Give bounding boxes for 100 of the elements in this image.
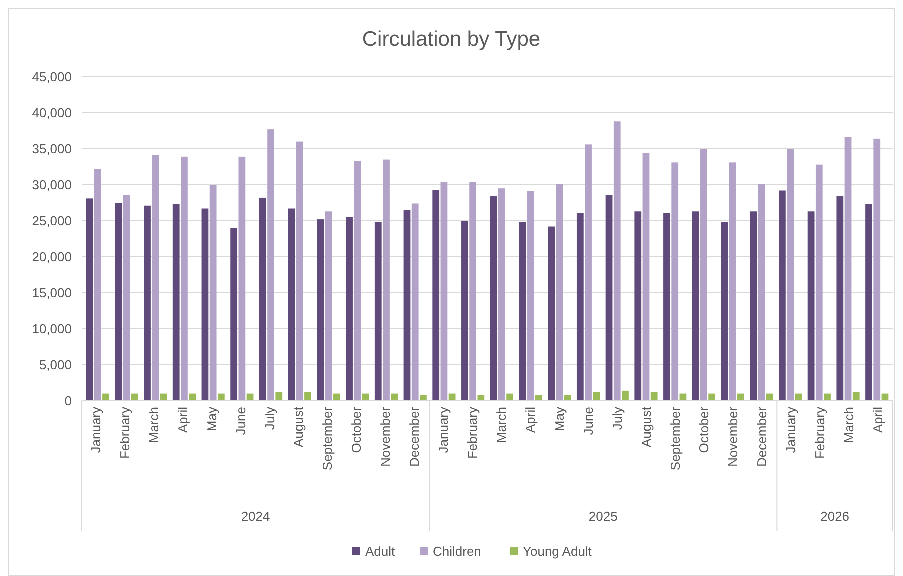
- y-tick-label: 40,000: [32, 106, 72, 121]
- bar: [259, 198, 266, 401]
- x-tick-label: September: [668, 406, 683, 471]
- bar: [874, 138, 881, 401]
- x-tick-label: May: [204, 406, 220, 432]
- x-tick-label: December: [754, 406, 770, 467]
- bar: [729, 162, 736, 401]
- bar: [808, 212, 815, 401]
- bar: [131, 394, 138, 401]
- bar: [189, 394, 196, 401]
- bar: [564, 395, 572, 401]
- bar: [354, 161, 362, 401]
- bar: [172, 204, 180, 401]
- bar: [440, 182, 448, 401]
- bar: [708, 394, 716, 401]
- x-tick-label: January: [436, 406, 452, 454]
- x-tick-label: February: [812, 406, 828, 460]
- bar: [642, 153, 650, 401]
- x-tick-label: April: [870, 406, 886, 434]
- bar: [420, 395, 427, 401]
- x-tick-label: June: [233, 407, 248, 436]
- bar: [614, 122, 621, 401]
- bar: [383, 160, 390, 401]
- bar: [606, 195, 613, 401]
- x-tick-label: January: [88, 406, 104, 454]
- text: 2024: [241, 509, 270, 524]
- y-tick-label: 35,000: [32, 142, 72, 157]
- bar: [737, 394, 744, 401]
- legend-label: Adult: [366, 544, 396, 559]
- bar: [346, 217, 353, 401]
- legend-label: Young Adult: [523, 544, 592, 559]
- bar: [490, 196, 498, 401]
- bar: [152, 155, 160, 401]
- y-tick-label: 30,000: [32, 178, 72, 193]
- x-tick-label: March: [494, 407, 509, 444]
- bar: [202, 208, 209, 401]
- bar: [238, 156, 246, 401]
- bar: [102, 394, 110, 401]
- x-tick-label: January: [784, 406, 799, 454]
- bar: [478, 395, 485, 401]
- bar: [304, 392, 312, 401]
- chart-title: Circulation by Type: [362, 28, 541, 51]
- x-tick-label: February: [117, 406, 132, 460]
- y-tick-label: 10,000: [32, 322, 72, 337]
- bar: [824, 394, 831, 401]
- x-tick-label: February: [465, 406, 480, 460]
- bar: [498, 188, 506, 401]
- bar: [527, 191, 534, 401]
- bar: [288, 208, 296, 401]
- bar: [866, 204, 872, 401]
- bar: [844, 137, 852, 401]
- bar: [816, 164, 823, 401]
- bar: [852, 392, 860, 401]
- bar: [622, 390, 629, 401]
- x-tick-label: October: [696, 406, 712, 454]
- x-tick-label: April: [175, 406, 190, 434]
- bar: [721, 222, 728, 401]
- bar: [94, 169, 102, 401]
- bar: [664, 213, 670, 401]
- y-tick-label: 5,000: [39, 358, 72, 373]
- x-tick-label: June: [580, 407, 596, 436]
- y-tick-label: 20,000: [32, 250, 72, 265]
- bar: [576, 213, 584, 401]
- bar: [548, 226, 555, 401]
- x-tick-label: November: [726, 406, 741, 467]
- bar: [432, 190, 440, 401]
- bar: [268, 130, 274, 401]
- bar: [115, 203, 122, 401]
- bar: [593, 392, 600, 401]
- y-tick-label: 0: [64, 394, 72, 409]
- y-tick-label: 15,000: [32, 286, 72, 301]
- bar: [758, 184, 766, 401]
- bar: [750, 212, 758, 401]
- bar: [144, 206, 151, 401]
- bar: [795, 394, 802, 401]
- x-tick-label: March: [146, 407, 162, 444]
- bar: [836, 196, 844, 401]
- bar: [634, 212, 642, 401]
- x-tick-label: April: [522, 406, 538, 434]
- bar: [462, 221, 468, 401]
- y-tick-label: 25,000: [32, 214, 72, 229]
- bar: [787, 149, 794, 401]
- bar: [276, 392, 283, 401]
- bar: [86, 198, 94, 401]
- x-tick-label: July: [610, 406, 625, 430]
- bar: [470, 182, 477, 401]
- bar: [412, 204, 419, 401]
- x-tick-label: July: [262, 406, 278, 430]
- x-tick-label: September: [320, 406, 336, 471]
- bar: [506, 394, 514, 401]
- legend-label: Children: [433, 544, 482, 559]
- bar: [123, 195, 130, 401]
- bar: [210, 185, 217, 401]
- bar: [650, 392, 658, 401]
- text: 2026: [820, 509, 850, 524]
- bar: [333, 394, 340, 401]
- x-tick-label: August: [291, 406, 306, 448]
- x-tick-label: November: [378, 406, 394, 467]
- bar: [230, 228, 238, 401]
- x-tick-label: October: [349, 406, 364, 454]
